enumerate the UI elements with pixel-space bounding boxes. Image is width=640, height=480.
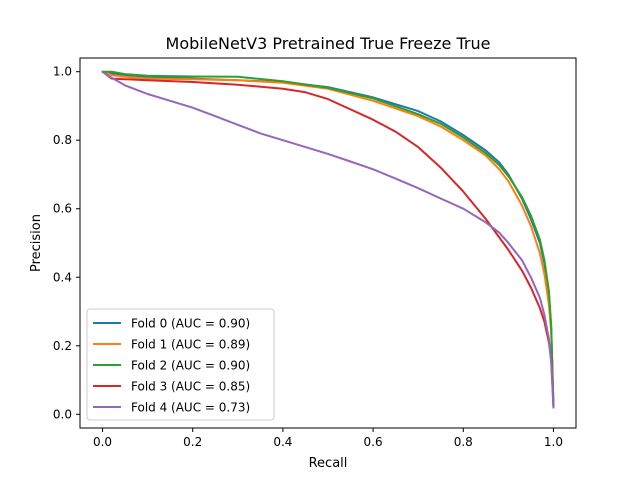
pr-curve-fold-4 — [101, 70, 555, 409]
x-tick-label: 0.6 — [364, 435, 383, 449]
x-tick-label: 1.0 — [544, 435, 563, 449]
plot-frame — [79, 57, 577, 429]
x-tick-label: 0.2 — [183, 435, 202, 449]
x-axis-label: Recall — [309, 456, 348, 471]
legend-label-fold-2: Fold 2 (AUC = 0.90) — [131, 359, 250, 373]
legend-label-fold-3: Fold 3 (AUC = 0.85) — [131, 380, 250, 394]
chart-title: MobileNetV3 Pretrained True Freeze True — [166, 34, 491, 53]
y-tick-label: 0.4 — [53, 270, 72, 284]
y-tick-label: 1.0 — [53, 65, 72, 79]
pr-curve-fold-3 — [101, 70, 555, 409]
plot-curves — [101, 70, 555, 409]
y-tick-label: 0.2 — [53, 339, 72, 353]
x-tick-label: 0.0 — [93, 435, 112, 449]
legend-label-fold-1: Fold 1 (AUC = 0.89) — [131, 338, 250, 352]
legend-label-fold-4: Fold 4 (AUC = 0.73) — [131, 401, 250, 415]
x-tick-label: 0.8 — [454, 435, 473, 449]
y-tick-label: 0.6 — [53, 202, 72, 216]
legend-box — [86, 308, 275, 421]
legend-label-fold-0: Fold 0 (AUC = 0.90) — [131, 317, 250, 331]
pr-curve-fold-1 — [101, 70, 555, 409]
pr-curve-fold-2 — [101, 70, 555, 409]
y-axis-ticks: 0.0 0.2 0.4 0.6 0.8 1.0 — [53, 65, 80, 421]
x-tick-label: 0.4 — [273, 435, 292, 449]
legend: Fold 0 (AUC = 0.90) Fold 1 (AUC = 0.89) Fo… — [86, 308, 275, 421]
y-tick-label: 0.0 — [53, 407, 72, 421]
y-tick-label: 0.8 — [53, 133, 72, 147]
x-axis-ticks: 0.0 0.2 0.4 0.6 0.8 1.0 — [93, 428, 563, 449]
y-axis-label: Precision — [29, 214, 44, 272]
